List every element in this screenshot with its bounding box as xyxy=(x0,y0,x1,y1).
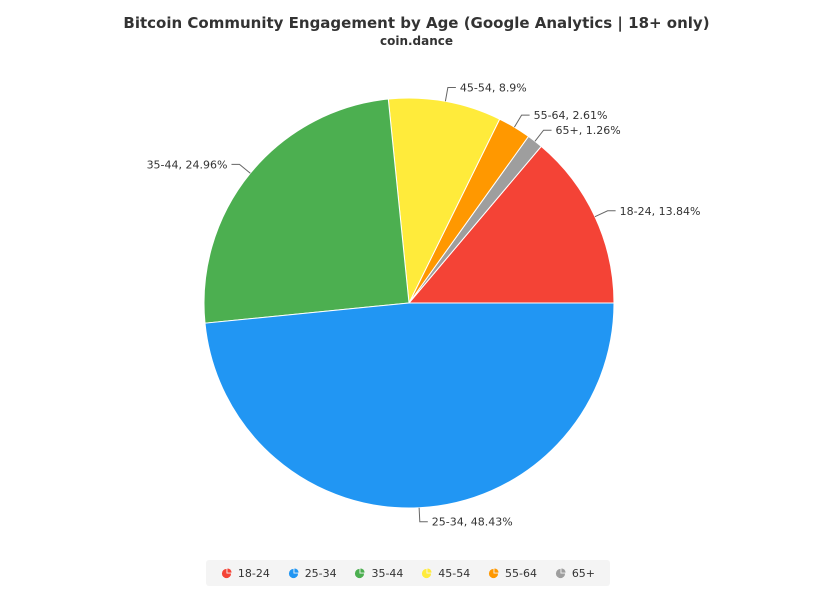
chart-subtitle: coin.dance xyxy=(379,34,454,48)
pie-legend-icon xyxy=(221,567,232,578)
slice-label: 18-24, 13.84% xyxy=(620,205,701,218)
legend-item-18-24[interactable]: 18-24 xyxy=(221,567,270,580)
slice-label: 35-44, 24.96% xyxy=(147,158,228,171)
legend-item-65plus[interactable]: 65+ xyxy=(555,567,595,580)
slice-label: 55-64, 2.61% xyxy=(534,109,608,122)
leader-line xyxy=(534,129,552,142)
legend-label: 45-54 xyxy=(438,566,471,580)
leader-line xyxy=(444,86,456,102)
slice-label: 45-54, 8.9% xyxy=(460,81,527,94)
pie-slice-18-24[interactable] xyxy=(407,145,615,304)
legend-item-25-34[interactable]: 25-34 xyxy=(288,567,337,580)
pie-legend-icon xyxy=(488,567,499,578)
legend-label: 65+ xyxy=(571,566,596,580)
legend-label: 35-44 xyxy=(371,566,404,580)
pie-slice-35-44[interactable] xyxy=(203,98,410,324)
pie-legend-icon xyxy=(288,567,299,578)
legend-item-55-64[interactable]: 55-64 xyxy=(488,567,537,580)
leader-line xyxy=(513,114,530,128)
leader-line xyxy=(231,163,251,174)
legend-item-45-54[interactable]: 45-54 xyxy=(421,567,470,580)
pie-slice-25-34[interactable] xyxy=(204,302,615,509)
legend-label: 18-24 xyxy=(237,566,270,580)
pie-slice-45-54[interactable] xyxy=(387,97,501,305)
slice-label: 25-34, 48.43% xyxy=(432,516,513,529)
leader-line xyxy=(594,210,616,218)
pie-legend-icon xyxy=(355,567,366,578)
pie-legend-icon xyxy=(422,567,432,578)
legend-item-35-44[interactable]: 35-44 xyxy=(354,567,403,580)
chart-legend: 18-24 25-34 35-44 45-54 55-64 65+ xyxy=(206,560,610,586)
chart-title: Bitcoin Community Engagement by Age (Goo… xyxy=(123,14,710,32)
legend-label: 25-34 xyxy=(304,566,337,580)
legend-label: 55-64 xyxy=(505,566,537,580)
leader-line xyxy=(418,507,428,523)
pie-legend-icon xyxy=(555,567,566,578)
slice-label: 65+, 1.26% xyxy=(556,124,621,137)
